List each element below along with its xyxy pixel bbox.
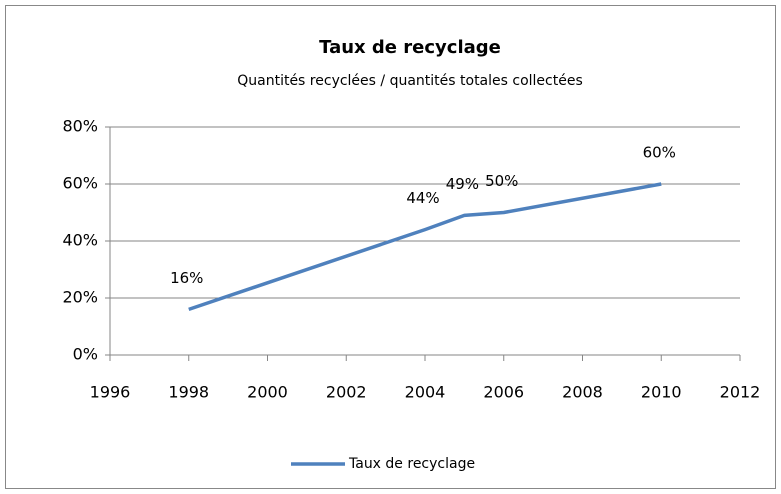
data-label: 49%: [446, 175, 479, 193]
data-label: 44%: [406, 189, 439, 207]
y-tick-label: 0%: [73, 345, 98, 364]
x-tick-label: 2006: [483, 383, 524, 402]
x-tick-label: 2008: [562, 383, 603, 402]
data-label: 60%: [643, 144, 676, 162]
y-tick-label: 20%: [62, 288, 98, 307]
legend-label: Taux de recyclage: [348, 456, 475, 472]
data-label: 50%: [485, 172, 518, 190]
chart-title: Taux de recyclage: [319, 37, 501, 58]
x-tick-label: 2002: [326, 383, 367, 402]
y-tick-label: 60%: [62, 174, 98, 193]
x-tick-label: 1998: [168, 383, 209, 402]
x-tick-label: 2000: [247, 383, 288, 402]
chart-subtitle: Quantités recyclées / quantités totales …: [237, 73, 583, 89]
data-label: 16%: [170, 269, 203, 287]
data-line: [188, 182, 662, 312]
x-tick-label: 2004: [405, 383, 446, 402]
x-tick-label: 2010: [641, 383, 682, 402]
x-tick-label: 2012: [720, 383, 761, 402]
y-tick-label: 80%: [62, 117, 98, 136]
y-tick-label: 40%: [62, 231, 98, 250]
x-tick-label: 1996: [90, 383, 131, 402]
chart-border: [5, 5, 776, 489]
